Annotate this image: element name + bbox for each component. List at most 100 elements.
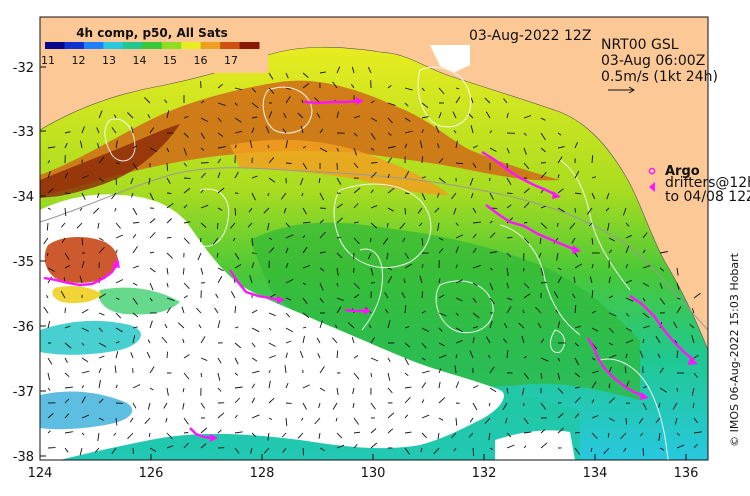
current-arrow [438,177,446,184]
y-axis: -32 -33 -34 -35 -36 -37 -38 [13,61,46,465]
colorbar-swatch [103,42,124,49]
current-arrow [183,237,190,245]
current-arrow [403,278,406,284]
current-arrow [183,187,191,194]
current-arrow [92,207,100,214]
current-arrow [198,324,202,329]
current-arrow [268,397,275,404]
current-arrow [523,147,527,155]
current-arrow [468,113,474,119]
current-arrow [319,192,325,201]
current-arrow [421,192,426,201]
current-arrow [523,132,527,136]
current-arrow [455,234,464,239]
current-arrow [251,383,256,389]
current-arrow [401,292,406,299]
current-arrow [420,447,423,453]
current-arrow [692,402,695,409]
current-arrow [489,220,493,224]
current-arrow [302,246,308,254]
current-arrow [336,387,339,395]
current-arrow [98,380,101,389]
current-arrow [625,353,628,359]
current-arrow [217,187,225,194]
colorbar-tick-label: 17 [224,54,238,67]
current-arrow [591,155,594,164]
current-arrow [437,143,440,149]
current-arrow [468,432,474,438]
current-arrow [370,428,377,434]
drifter-track-4 [229,269,285,304]
current-arrow [64,131,71,134]
colorbar-swatch [181,42,202,49]
current-arrow [217,320,221,329]
current-arrow [144,97,151,104]
current-arrow [319,447,325,451]
current-arrow [149,147,158,152]
current-arrow [200,117,209,122]
current-arrow [369,237,372,243]
x-tick-label: 124 [28,466,53,481]
current-arrow [472,297,477,304]
current-arrow [166,282,169,288]
current-arrow [268,312,276,317]
bathymetry-line [40,167,708,331]
current-arrow [183,442,189,449]
current-arrow [234,144,237,149]
current-arrow [485,111,491,119]
current-arrow [404,117,411,122]
current-arrow [200,147,205,151]
current-arrow [470,192,474,199]
current-arrow [438,312,447,317]
current-arrow [591,399,595,404]
current-arrow [131,126,134,134]
current-arrow [642,385,647,389]
current-arrow [404,414,409,419]
current-arrow [217,158,222,164]
current-arrow [404,431,412,434]
current-arrow [234,305,237,314]
current-arrow [268,355,276,359]
colorbar-title: 4h comp, p50, All Sats [76,26,228,40]
current-arrow [251,432,256,437]
current-arrow [691,307,695,314]
current-arrow [285,352,288,359]
current-arrow [130,352,134,359]
current-arrow [488,402,491,407]
current-arrow [505,417,508,424]
current-arrow [81,260,85,269]
current-arrow [64,342,72,349]
current-arrow [314,417,321,425]
current-arrow [521,387,525,396]
current-arrow [387,117,393,124]
current-arrow [111,127,117,134]
current-arrow [540,147,546,153]
y-tick-label: -34 [13,190,34,205]
current-arrow [317,353,321,359]
current-arrow [182,338,185,344]
current-arrow [230,291,236,299]
current-arrow [217,429,222,434]
current-arrow [421,116,429,119]
current-arrow [79,447,83,456]
current-arrow [149,297,153,302]
current-arrow [472,326,479,329]
current-arrow [353,132,358,137]
current-arrow [557,427,564,434]
current-arrow [268,72,274,80]
current-arrow [64,207,67,217]
current-arrow [234,207,237,216]
current-arrow [421,399,425,404]
current-arrow [64,431,73,434]
current-arrow [183,147,188,156]
current-arrow [217,146,226,149]
x-tick-label: 126 [139,466,164,481]
current-arrow [111,192,117,200]
current-arrow [472,145,478,149]
colorbar-tick-label: 15 [163,54,177,67]
current-arrow [165,417,168,423]
current-arrow [285,297,292,301]
current-arrow [200,427,208,434]
current-arrow [166,307,171,314]
current-arrow [234,342,242,349]
